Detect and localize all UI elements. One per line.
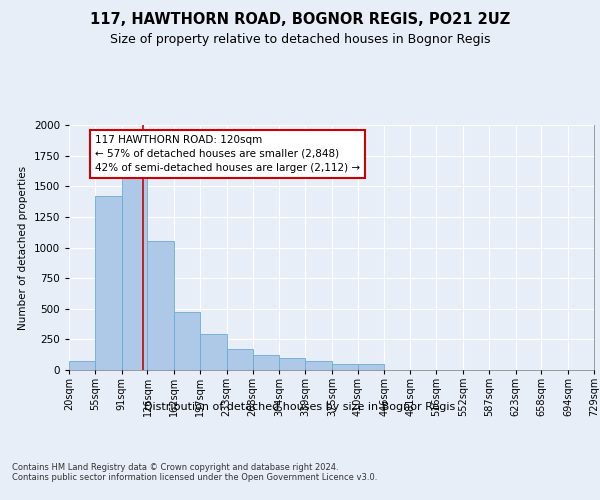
Bar [200, 334, 227, 370]
Text: Distribution of detached houses by size in Bognor Regis: Distribution of detached houses by size … [145, 402, 455, 412]
Bar [305, 361, 332, 370]
Bar [358, 364, 385, 370]
Bar [122, 168, 148, 370]
Bar [227, 349, 253, 370]
Text: Size of property relative to detached houses in Bognor Regis: Size of property relative to detached ho… [110, 32, 490, 46]
Bar [95, 196, 122, 370]
Bar [253, 356, 279, 370]
Text: 117 HAWTHORN ROAD: 120sqm
← 57% of detached houses are smaller (2,848)
42% of se: 117 HAWTHORN ROAD: 120sqm ← 57% of detac… [95, 135, 360, 173]
Text: 117, HAWTHORN ROAD, BOGNOR REGIS, PO21 2UZ: 117, HAWTHORN ROAD, BOGNOR REGIS, PO21 2… [90, 12, 510, 28]
Bar [279, 358, 305, 370]
Bar [332, 364, 358, 370]
Text: Contains HM Land Registry data © Crown copyright and database right 2024.
Contai: Contains HM Land Registry data © Crown c… [12, 462, 377, 482]
Bar [174, 312, 200, 370]
Bar [69, 361, 95, 370]
Bar [148, 242, 174, 370]
Y-axis label: Number of detached properties: Number of detached properties [18, 166, 28, 330]
